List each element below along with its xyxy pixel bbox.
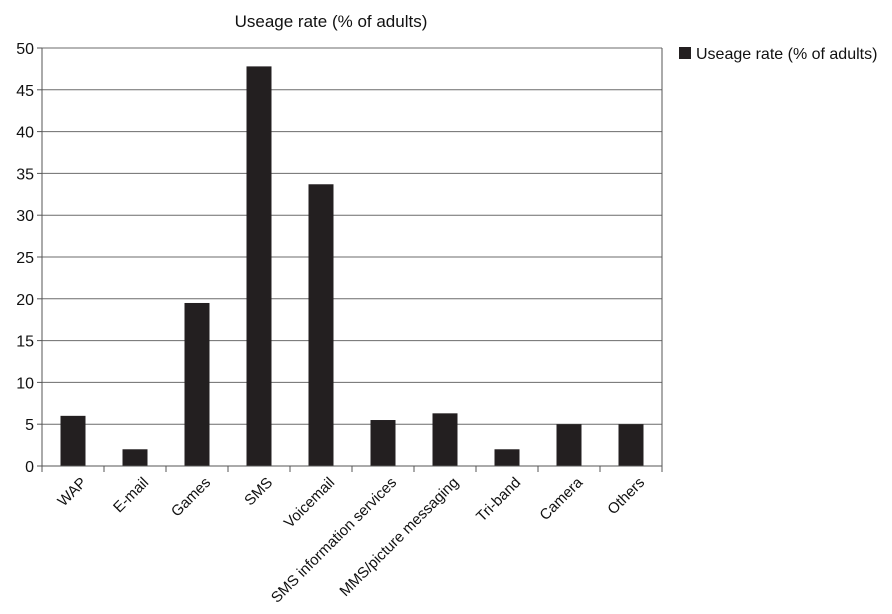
bars	[60, 66, 644, 466]
bar	[60, 415, 86, 466]
legend-swatch	[679, 47, 691, 59]
x-category-label: SMS information services	[268, 474, 400, 606]
legend-label: Useage rate (% of adults)	[696, 46, 877, 63]
y-tick-label: 0	[25, 459, 34, 476]
bar	[494, 449, 520, 466]
bar	[370, 420, 396, 466]
bar	[184, 302, 210, 466]
x-category-label: Voicemail	[281, 474, 338, 531]
legend: Useage rate (% of adults)	[679, 46, 877, 63]
y-tick-labels: 0 5 10 15 20 25 30 35 40 45 50	[16, 41, 42, 476]
bar	[308, 184, 334, 466]
y-tick-label: 15	[16, 334, 34, 351]
bar	[246, 66, 272, 466]
y-tick-label: 50	[16, 41, 34, 58]
chart-title: Useage rate (% of adults)	[235, 12, 428, 31]
y-tick-label: 40	[16, 125, 34, 142]
bar	[618, 424, 644, 466]
y-tick-label: 45	[16, 83, 34, 100]
bar	[556, 424, 582, 466]
y-tick-label: 35	[16, 166, 34, 183]
y-tick-label: 20	[16, 292, 34, 309]
x-category-label: Games	[168, 474, 214, 520]
y-tick-label: 25	[16, 250, 34, 267]
x-category-label: SMS	[241, 474, 276, 509]
y-tick-label: 5	[25, 417, 34, 434]
x-category-label: MMS/picture messaging	[336, 474, 462, 600]
x-category-label: Others	[604, 474, 648, 518]
gridlines	[42, 47, 662, 425]
x-category-label: WAP	[54, 474, 90, 510]
x-category-label: Tri-band	[473, 474, 524, 525]
bar	[122, 449, 148, 466]
y-tick-label: 30	[16, 208, 34, 225]
x-category-label: E-mail	[110, 474, 152, 516]
y-tick-label: 10	[16, 375, 34, 392]
x-category-label: Camera	[536, 474, 586, 524]
bar	[432, 413, 458, 466]
